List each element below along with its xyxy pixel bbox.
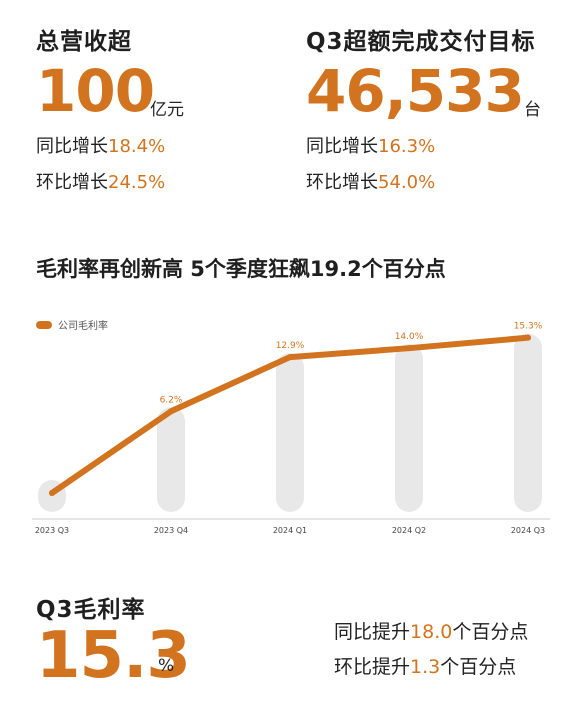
data-point [168, 408, 174, 415]
delivery-qoq-label: 环比增长 [306, 172, 378, 193]
data-point [406, 345, 412, 352]
gross-margin-yoy-value: 18.0 [410, 621, 453, 643]
gross-margin-block: Q3毛利率 15.3 % 同比提升18.0个百分点 环比提升1.3个百分点 [36, 580, 576, 705]
gross-margin-qoq-unit: 个百分点 [440, 656, 517, 678]
revenue-yoy: 同比增长18.4% [36, 132, 165, 158]
gross-margin-chart: 公司毛利率 6.2% 12.9% 14.0% 15.3% 2023 Q3 2023 Q4 20… [32, 319, 550, 535]
x-tick-label: 2023 Q3 [35, 526, 69, 535]
chart-bar [395, 344, 423, 512]
chart-bar [276, 353, 304, 512]
data-label: 15.3% [514, 322, 543, 332]
gross-margin-yoy-label: 同比提升 [334, 621, 411, 643]
gross-margin-yoy-unit: 个百分点 [452, 621, 529, 643]
delivery-unit: 台 [524, 100, 541, 120]
revenue-qoq-value: 24.5% [108, 172, 166, 193]
legend-swatch [36, 321, 52, 329]
revenue-qoq: 环比增长24.5% [36, 168, 165, 194]
x-tick-label: 2023 Q4 [154, 526, 188, 535]
revenue-yoy-value: 18.4% [108, 136, 166, 157]
section-title: 毛利率再创新高 5个季度狂飙19.2个百分点 [36, 257, 446, 281]
revenue-unit: 亿元 [150, 100, 184, 120]
revenue-block: 总营收超 100 亿元 同比增长18.4% 环比增长24.5% [36, 0, 276, 200]
revenue-title: 总营收超 [36, 29, 132, 55]
legend-label: 公司毛利率 [58, 319, 108, 332]
delivery-qoq: 环比增长54.0% [306, 168, 435, 194]
data-point [49, 490, 55, 497]
chart-bar [157, 407, 185, 512]
delivery-yoy: 同比增长16.3% [306, 132, 435, 158]
gross-margin-qoq-value: 1.3 [410, 656, 441, 678]
delivery-yoy-label: 同比增长 [306, 136, 378, 157]
delivery-block: Q3超额完成交付目标 46,533 台 同比增长16.3% 环比增长54.0% [306, 0, 576, 200]
revenue-qoq-label: 环比增长 [36, 172, 108, 193]
gross-margin-unit: % [158, 656, 175, 676]
data-point [287, 354, 293, 361]
gross-margin-yoy: 同比提升18.0个百分点 [334, 617, 528, 644]
x-tick-label: 2024 Q2 [392, 526, 426, 535]
data-label: 12.9% [276, 341, 305, 351]
gross-margin-qoq-label: 环比提升 [334, 656, 411, 678]
x-tick-label: 2024 Q1 [273, 526, 307, 535]
gross-margin-qoq: 环比提升1.3个百分点 [334, 652, 516, 679]
delivery-title: Q3超额完成交付目标 [306, 29, 536, 55]
delivery-yoy-value: 16.3% [378, 136, 436, 157]
data-point [525, 334, 531, 341]
gross-margin-title: Q3毛利率 [36, 597, 146, 623]
x-tick-label: 2024 Q3 [511, 526, 545, 535]
data-label: 14.0% [395, 332, 424, 342]
revenue-yoy-label: 同比增长 [36, 136, 108, 157]
chart-bar [514, 333, 542, 512]
gross-margin-value: 15.3 [36, 619, 191, 693]
delivery-qoq-value: 54.0% [378, 172, 436, 193]
delivery-value: 46,533 [306, 57, 525, 125]
data-label: 6.2% [160, 395, 183, 405]
revenue-value: 100 [36, 57, 155, 125]
